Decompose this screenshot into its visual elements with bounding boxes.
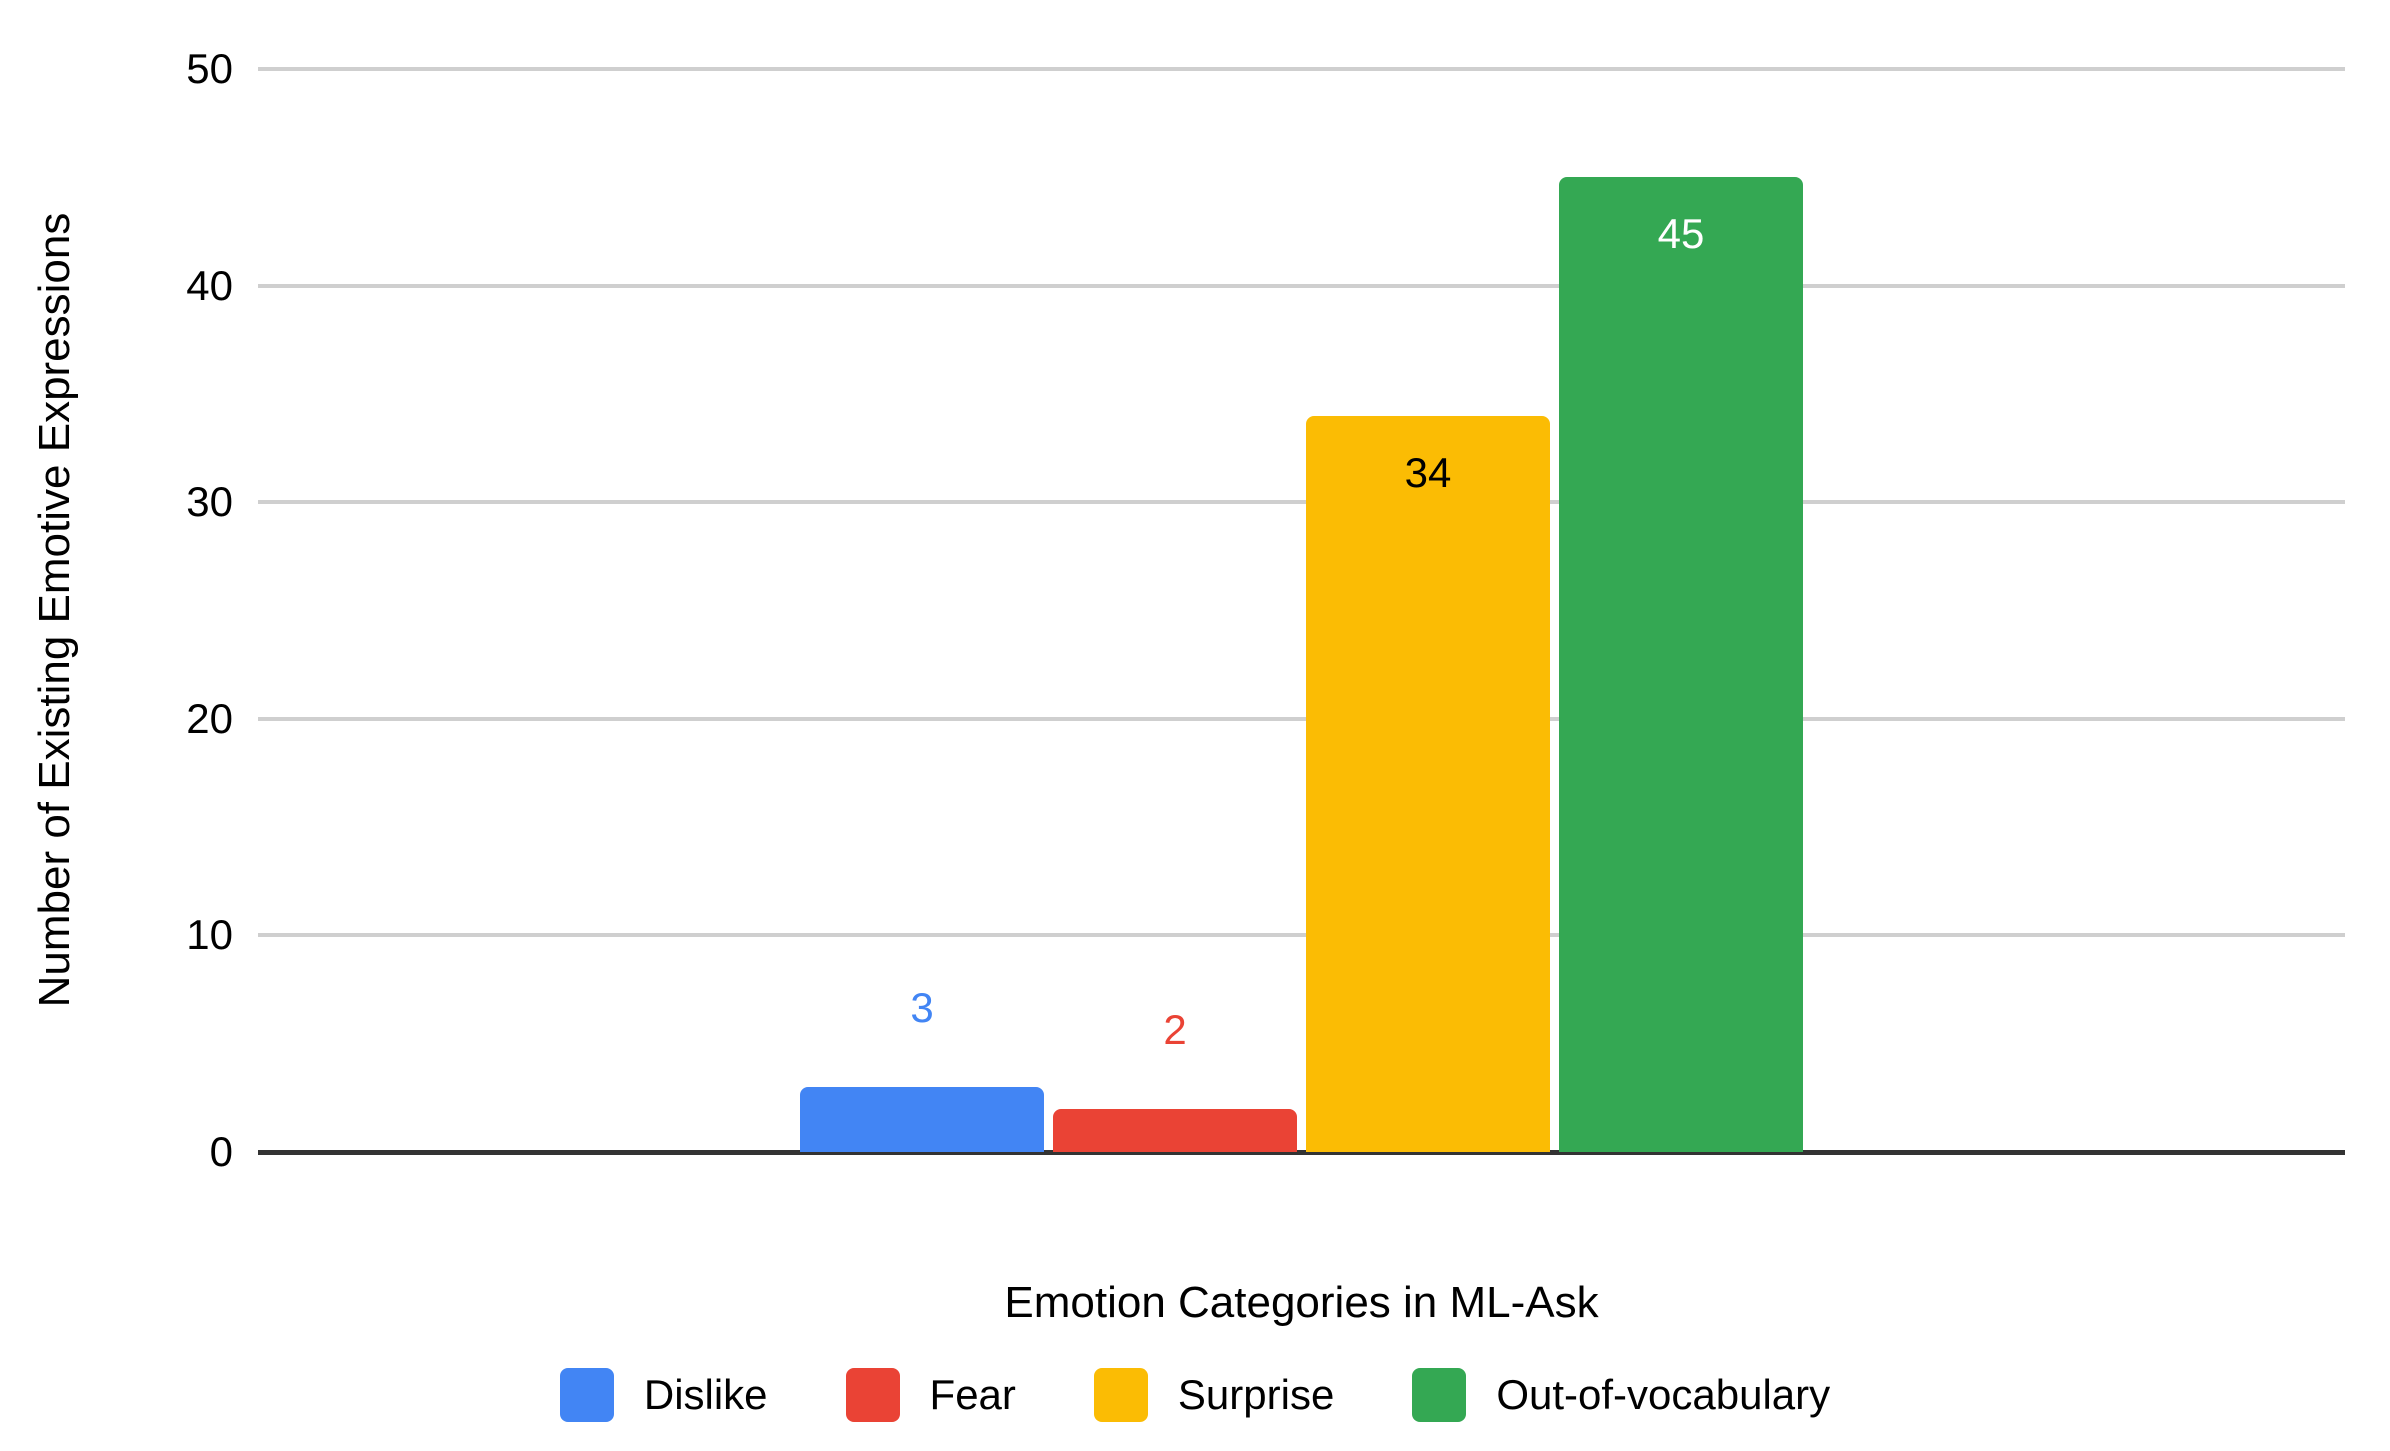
gridline-y-10: [258, 933, 2345, 938]
x-axis-baseline: [258, 1150, 2345, 1155]
y-tick-label-0: 0: [209, 1128, 233, 1175]
gridline-y-40: [258, 283, 2345, 288]
y-tick-label-30: 30: [186, 478, 233, 526]
legend: Dislike Fear Surprise Out-of-vocabulary: [0, 1368, 2390, 1422]
legend-item-out-of-vocabulary: Out-of-vocabulary: [1412, 1368, 1830, 1422]
bar-out-of-vocabulary: [1559, 177, 1803, 1152]
bar-value-label-fear: 2: [1163, 1005, 1187, 1053]
y-axis-title: Number of Existing Emotive Expressions: [30, 212, 79, 1008]
legend-label: Surprise: [1177, 1371, 1335, 1418]
y-tick-label-40: 40: [186, 261, 233, 309]
legend-swatch-icon: [1412, 1368, 1467, 1422]
y-tick-label-50: 50: [186, 45, 233, 92]
legend-item-dislike: Dislike: [559, 1368, 768, 1422]
legend-label: Fear: [929, 1371, 1016, 1418]
gridline-y-50: [258, 67, 2345, 71]
legend-item-surprise: Surprise: [1093, 1368, 1335, 1422]
y-tick-label-10: 10: [186, 911, 233, 959]
bar-value-label-out-of-vocabulary: 45: [1657, 210, 1705, 258]
bar-value-label-dislike: 3: [910, 984, 934, 1032]
y-tick-label-20: 20: [186, 694, 233, 742]
bar-dislike: [800, 1087, 1044, 1152]
legend-swatch-icon: [845, 1368, 900, 1422]
bar-value-label-surprise: 34: [1404, 448, 1452, 496]
bar-surprise: [1306, 415, 1550, 1152]
legend-label: Dislike: [643, 1371, 768, 1418]
legend-swatch-icon: [559, 1368, 614, 1422]
bar-fear: [1053, 1108, 1297, 1152]
legend-label: Out-of-vocabulary: [1496, 1371, 1831, 1418]
gridline-y-20: [258, 716, 2345, 721]
x-axis-title: Emotion Categories in ML-Ask: [1004, 1278, 1599, 1327]
legend-swatch-icon: [1093, 1368, 1148, 1422]
plot-area: 0 10 20 30 40 50 3 2 34 45: [186, 48, 2345, 1173]
legend-item-fear: Fear: [845, 1368, 1016, 1422]
gridline-y-30: [258, 500, 2345, 505]
